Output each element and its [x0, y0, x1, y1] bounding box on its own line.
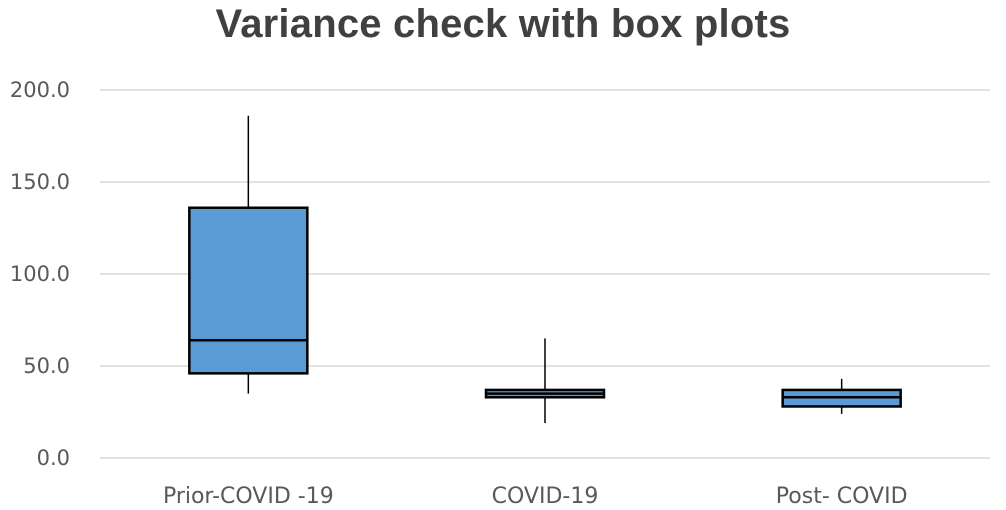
- x-category-label: Prior-COVID -19: [163, 484, 334, 509]
- y-tick-label: 100.0: [10, 262, 70, 286]
- y-tick-label: 50.0: [23, 354, 70, 378]
- box: [188, 206, 309, 375]
- chart-title: Variance check with box plots: [215, 2, 791, 46]
- x-category-label: COVID-19: [492, 484, 599, 509]
- y-tick-label: 200.0: [10, 78, 70, 102]
- y-tick-label: 150.0: [10, 170, 70, 194]
- y-tick-label: 0.0: [37, 446, 70, 470]
- x-category-label: Post- COVID: [776, 484, 908, 509]
